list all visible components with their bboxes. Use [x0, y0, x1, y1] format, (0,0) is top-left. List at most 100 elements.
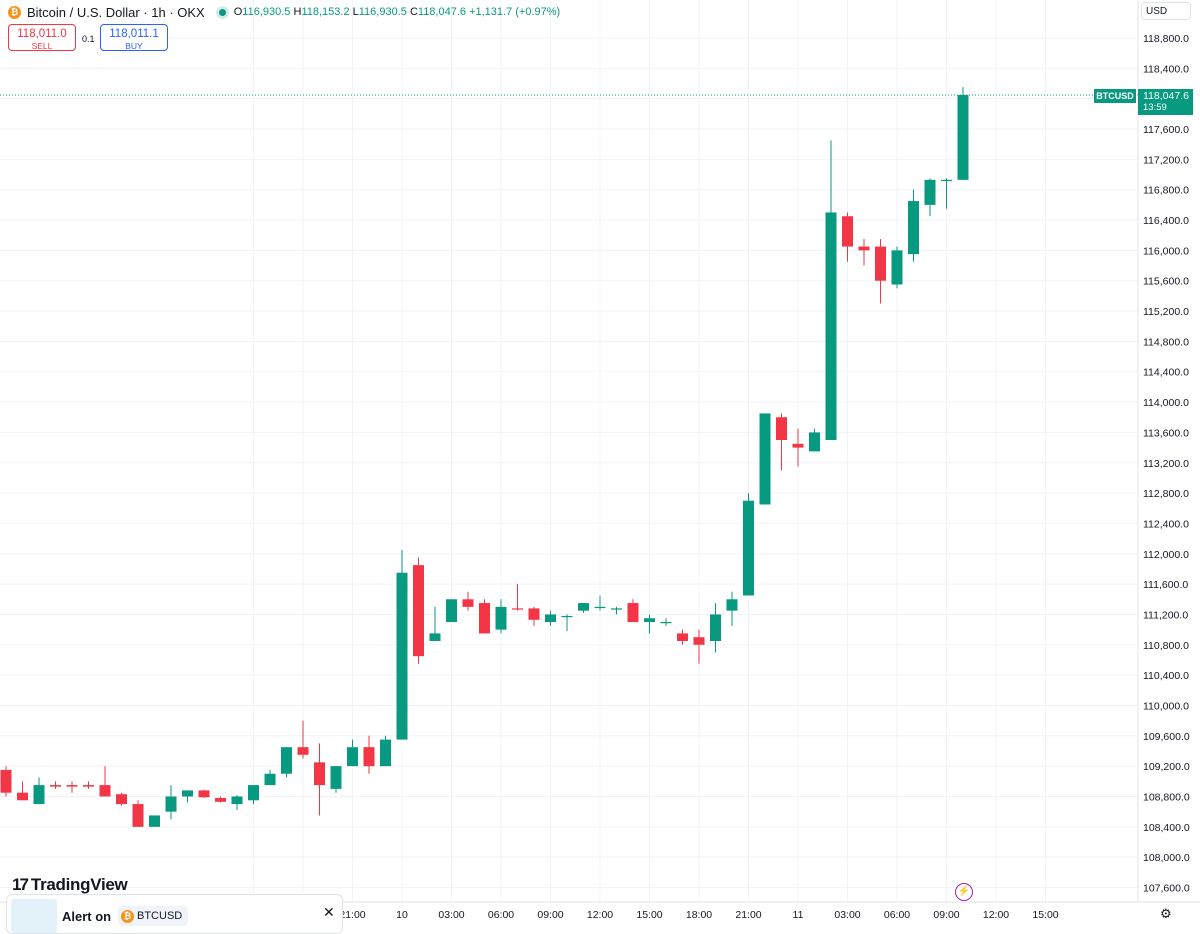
sell-price: 118,011.0 — [17, 28, 67, 40]
y-tick-label: 107,600.0 — [1143, 883, 1190, 895]
candle — [149, 815, 160, 827]
close-label: C — [409, 6, 418, 18]
candle-body — [891, 250, 903, 285]
chart-settings-gear-icon[interactable]: ⚙ — [1160, 906, 1172, 921]
candle-body — [116, 794, 127, 805]
candle — [248, 785, 259, 805]
candle — [858, 238, 870, 266]
candle-body — [759, 413, 771, 505]
bitcoin-icon: ₿ — [121, 909, 134, 923]
alert-symbol-pill[interactable]: ₿ BTCUSD — [118, 906, 189, 926]
candle — [495, 599, 507, 634]
candle-body — [165, 796, 177, 812]
y-tick-label: 110,400.0 — [1143, 670, 1189, 682]
sell-button[interactable]: 118,011.0 SELL — [8, 24, 76, 51]
y-tick-label: 116,400.0 — [1143, 215, 1189, 227]
candle — [693, 629, 705, 664]
candle-body — [743, 500, 754, 596]
price-axis[interactable]: 107,600.0 108,000.0 108,400.0 108,800.0 109,… — [1143, 33, 1190, 895]
candle — [528, 606, 540, 626]
alert-symbol: BTCUSD — [137, 910, 183, 922]
candle-body — [132, 804, 144, 827]
candle — [644, 614, 655, 634]
candle-body — [545, 614, 556, 623]
y-tick-label: 118,400.0 — [1143, 63, 1189, 75]
candle — [363, 735, 375, 774]
close-value: 118,047.6 — [417, 6, 467, 18]
currency-select[interactable]: USD — [1141, 2, 1191, 20]
candle — [297, 720, 309, 759]
candle — [314, 743, 325, 816]
candle-body — [380, 739, 391, 767]
market-status-icon — [218, 8, 226, 16]
y-tick-label: 114,400.0 — [1143, 367, 1189, 379]
candle — [116, 792, 127, 806]
x-tick-label: 21:00 — [735, 909, 761, 921]
candle — [710, 603, 721, 653]
chart-grid — [0, 0, 1138, 902]
candle-body — [297, 747, 309, 755]
candle-body — [83, 785, 94, 787]
candlestick-series — [0, 87, 969, 827]
alert-popup[interactable]: Alert on ₿ BTCUSD ✕ — [6, 894, 343, 934]
open-label: O — [233, 6, 243, 18]
candle — [99, 766, 111, 797]
candle — [809, 428, 820, 452]
candle — [792, 428, 804, 467]
time-axis[interactable]: 018:0021:001003:0006:0009:0012:0015:0018… — [251, 909, 1059, 921]
candle-body — [776, 417, 787, 440]
candle-body — [347, 747, 358, 767]
candle-body — [363, 747, 375, 767]
candle-body — [215, 797, 226, 802]
symbol-title[interactable]: Bitcoin / U.S. Dollar · 1h · OKX — [27, 4, 205, 20]
candle-body — [231, 796, 243, 805]
candle — [66, 781, 78, 793]
candle-body — [627, 603, 639, 623]
candle — [594, 595, 606, 611]
candle-body — [99, 785, 111, 797]
candle-body — [611, 608, 622, 610]
tradingview-logo[interactable]: 17 TradingView — [12, 875, 128, 895]
y-tick-label: 115,600.0 — [1143, 276, 1189, 288]
candle — [17, 781, 28, 801]
candle-body — [528, 608, 540, 620]
y-tick-label: 112,000.0 — [1143, 549, 1189, 561]
candle — [842, 212, 853, 262]
buy-button[interactable]: 118,011.1 BUY — [100, 24, 168, 51]
buy-price: 118,011.1 — [109, 28, 159, 40]
candle-body — [462, 599, 474, 607]
x-tick-label: 15:00 — [636, 909, 662, 921]
candle-body — [908, 201, 919, 255]
candle — [182, 790, 193, 803]
candle — [776, 413, 787, 471]
candle — [561, 614, 573, 632]
candle — [413, 557, 424, 664]
lightning-icon[interactable]: ⚡ — [955, 883, 973, 901]
open-value: 116,930.5 — [242, 6, 291, 18]
candle — [677, 629, 688, 645]
candle — [941, 178, 952, 209]
candle — [0, 766, 12, 797]
candle — [957, 87, 969, 180]
candle-body — [0, 769, 12, 793]
candle-body — [858, 246, 870, 251]
sell-label: SELL — [31, 41, 53, 51]
last-price-symbol-tag: BTCUSD — [1094, 89, 1136, 103]
y-tick-label: 112,400.0 — [1143, 518, 1189, 530]
buy-label: BUY — [125, 41, 143, 51]
candle-body — [924, 179, 936, 205]
ohlc-values: O116,930.5 H118,153.2 L116,930.5 C118,04… — [234, 6, 560, 18]
close-icon[interactable]: ✕ — [323, 904, 335, 920]
y-tick-label: 109,200.0 — [1143, 761, 1190, 773]
y-tick-label: 118,800.0 — [1143, 33, 1189, 45]
candle — [33, 777, 45, 805]
candle-body — [726, 599, 738, 611]
candle-body — [941, 179, 952, 182]
alert-thumbnail — [11, 899, 57, 933]
x-tick-label: 06:00 — [884, 909, 910, 921]
candle — [198, 789, 210, 798]
candle — [264, 769, 276, 786]
candle — [660, 618, 672, 626]
y-tick-label: 110,000.0 — [1143, 700, 1189, 712]
